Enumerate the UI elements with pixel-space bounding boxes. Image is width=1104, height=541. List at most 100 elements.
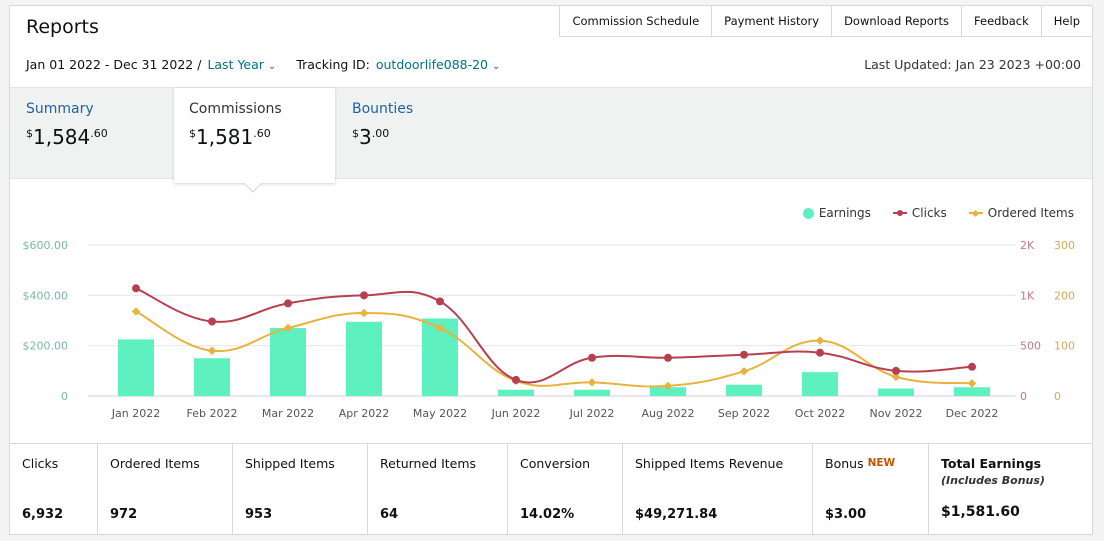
payment-history-button[interactable]: Payment History [712,5,833,37]
stat-value: 953 [245,507,273,522]
summary-tabs: Summary $1,584.60 Commissions $1,581.60 … [10,87,1092,183]
tab-commissions[interactable]: Commissions $1,581.60 [174,88,335,183]
x-axis-tick-label: Jan 2022 [111,407,160,420]
stat-sub-label: (Includes Bonus) [941,474,1045,487]
right-axis-clicks-tick-label: 1K [1020,289,1035,302]
stat-label: Returned Items [380,456,477,471]
earnings-bar [574,389,610,396]
bounties-amount: $3.00 [352,125,492,149]
ordered-items-point [967,379,977,388]
stat-value: $1,581.60 [941,504,1020,520]
stat-label: Conversion [520,456,591,471]
legend-ordered-label: Ordered Items [987,206,1074,220]
x-axis-tick-label: Feb 2022 [187,407,238,420]
earnings-swatch [802,207,814,219]
tracking-id-value: outdoorlife088-20 [375,57,489,72]
clicks-point [512,375,520,384]
currency-symbol: $ [189,127,196,140]
commissions-amount: $1,581.60 [189,125,335,149]
x-axis-tick-label: Apr 2022 [339,407,390,420]
ordered-items-point [739,367,749,376]
stat-label: Shipped Items Revenue [635,456,784,471]
active-tab-arrow-icon [243,182,263,193]
bounties-amount-whole: 3 [359,125,372,149]
top-nav: Commission Schedule Payment History Down… [559,5,1093,37]
currency-symbol: $ [26,127,33,140]
x-axis-tick-label: May 2022 [413,407,467,420]
earnings-bar [726,384,762,396]
right-axis-clicks-tick-label: 500 [1020,340,1041,353]
stat-shipped-items: Shipped Items 953 [233,444,368,535]
tab-bounties[interactable]: Bounties $3.00 [352,88,492,180]
filter-row: Jan 01 2022 - Dec 31 2022 / Last Year ⌄ T… [26,57,500,72]
stat-clicks: Clicks 6,932 [10,444,98,535]
stat-value: 6,932 [22,507,64,522]
earnings-bar [498,389,534,396]
commission-schedule-button[interactable]: Commission Schedule [559,5,713,37]
legend-earnings[interactable]: Earnings [802,206,871,220]
help-button[interactable]: Help [1041,5,1093,37]
left-axis-tick-label: $200.00 [23,340,69,353]
x-axis-tick-label: Aug 2022 [642,407,695,420]
period-value: Last Year [207,57,264,72]
bounties-amount-cents: .00 [371,127,390,140]
tab-summary-label: Summary [26,101,94,117]
date-range-label: Jan 01 2022 - Dec 31 2022 / [26,57,202,72]
chevron-down-icon: ⌄ [267,61,277,72]
left-axis-tick-label: $400.00 [23,289,69,302]
legend-clicks[interactable]: Clicks [892,206,947,220]
tracking-id-dropdown[interactable]: outdoorlife088-20 ⌄ [376,57,501,72]
legend-earnings-label: Earnings [818,206,871,220]
ordered-items-line [135,310,973,388]
last-updated: Last Updated: Jan 23 2023 +00:00 [864,57,1081,72]
left-axis-tick-label: 0 [61,390,68,403]
ordered-items-point [207,346,217,355]
stat-value: 972 [110,507,138,522]
legend-clicks-label: Clicks [911,206,947,220]
earnings-bar [802,372,838,396]
commissions-amount-cents: .60 [253,127,271,140]
stat-label: Shipped Items [245,456,335,471]
stat-shipped-revenue: Shipped Items Revenue $49,271.84 [623,444,813,535]
tab-summary[interactable]: Summary $1,584.60 [26,88,166,180]
right-axis-clicks-tick-label: 0 [1020,390,1027,403]
summary-amount-cents: .60 [90,127,108,140]
chevron-down-icon: ⌄ [492,61,501,72]
commissions-amount-whole: 1,581 [196,125,254,149]
ordered-items-point [815,336,825,345]
clicks-point [664,353,672,362]
stat-value: 64 [380,507,399,522]
clicks-point [740,350,748,359]
right-axis-ordered-tick-label: 100 [1054,340,1075,353]
x-axis-tick-label: Nov 2022 [870,407,923,420]
x-axis-tick-label: Mar 2022 [262,407,314,420]
stats-row: Clicks 6,932 Ordered Items 972 Shipped I… [10,443,1092,535]
legend-ordered-items[interactable]: Ordered Items [968,206,1074,220]
clicks-point [208,317,216,326]
summary-amount: $1,584.60 [26,125,166,149]
earnings-bar [194,358,230,396]
period-dropdown[interactable]: Last Year ⌄ [207,57,276,72]
ordered-items-point [587,378,597,387]
feedback-button[interactable]: Feedback [962,5,1042,37]
chart-canvas: $600.00 $400.00 $200.00 0 2K 1K 500 0 300 200 100 0… [23,239,1076,420]
x-axis-tick-label: Jul 2022 [569,407,615,420]
stat-label: Total Earnings [941,456,1042,471]
left-axis-tick-label: $600.00 [23,239,69,252]
download-reports-button[interactable]: Download Reports [832,5,963,37]
clicks-point [284,299,292,308]
clicks-point [360,291,368,300]
right-axis-clicks-tick-label: 2K [1020,239,1035,252]
ordered-items-point [283,323,293,333]
clicks-point [436,297,444,306]
tab-commissions-label: Commissions [189,101,282,117]
stat-value: 14.02% [520,507,575,522]
page-title: Reports [26,16,99,38]
stat-bonus-label: Bonus [825,456,864,471]
ordered-items-point [435,323,445,333]
clicks-point [588,353,596,362]
earnings-bar [346,321,382,396]
stat-returned-items: Returned Items 64 [368,444,508,535]
stat-ordered-items: Ordered Items 972 [98,444,233,535]
clicks-point [816,348,824,357]
